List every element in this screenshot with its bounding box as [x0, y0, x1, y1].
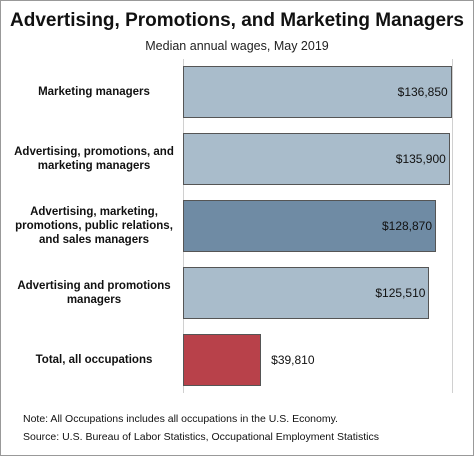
category-text: Advertising, marketing, promotions, publ…	[15, 206, 173, 246]
category-label: Total, all occupations	[9, 334, 179, 386]
category-text: Advertising, promotions, and marketing m…	[14, 146, 174, 172]
bar	[183, 66, 452, 118]
bar	[183, 334, 262, 386]
footnote: Source: U.S. Bureau of Labor Statistics,…	[23, 431, 379, 443]
plot-edge	[452, 59, 453, 393]
category-label: Advertising and promotions managers	[9, 267, 179, 319]
category-text: Advertising and promotions managers	[17, 280, 171, 306]
category-text: Total, all occupations	[35, 354, 153, 366]
category-label: Advertising, marketing, promotions, publ…	[9, 200, 179, 252]
chart-title: Advertising, Promotions, and Marketing M…	[10, 10, 464, 31]
bar	[183, 267, 430, 319]
value-label: $125,510	[375, 286, 426, 300]
value-label: $39,810	[271, 353, 315, 367]
footnote: Note: All Occupations includes all occup…	[23, 413, 338, 425]
bar	[183, 133, 450, 185]
value-label: $136,850	[397, 85, 448, 99]
category-label: Advertising, promotions, and marketing m…	[9, 133, 179, 185]
category-text: Marketing managers	[38, 86, 150, 98]
category-label: Marketing managers	[9, 66, 179, 118]
bar	[183, 200, 437, 252]
value-label: $135,900	[395, 152, 446, 166]
chart-subtitle: Median annual wages, May 2019	[145, 39, 329, 53]
value-label: $128,870	[381, 219, 433, 233]
